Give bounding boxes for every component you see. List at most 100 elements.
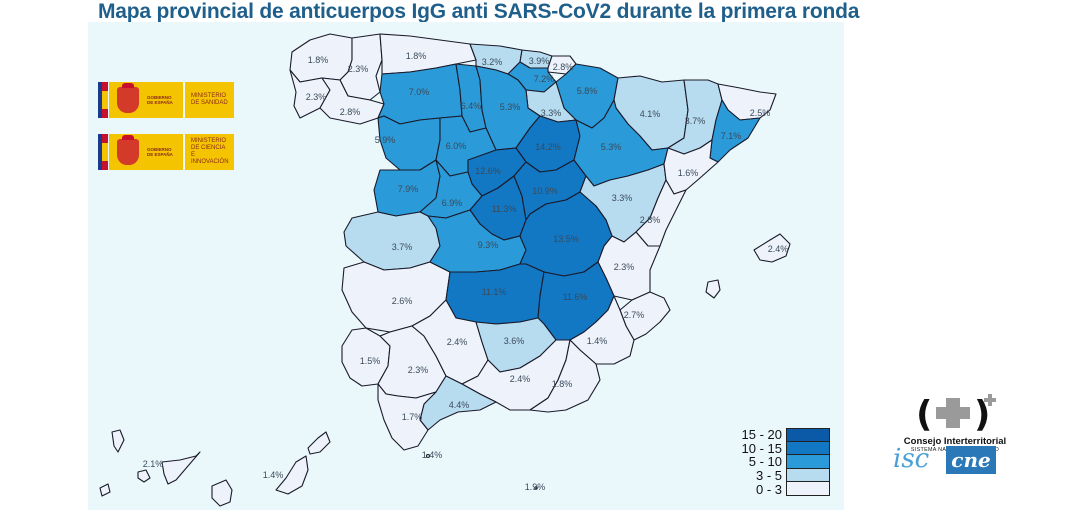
cross-in-parentheses-icon: ( ) [890, 392, 1020, 435]
svg-text:5.3%: 5.3% [500, 102, 521, 112]
svg-text:1.4%: 1.4% [422, 450, 443, 460]
province-cuenca[interactable] [519, 191, 613, 277]
spain-flag-icon [98, 134, 108, 170]
svg-text:2.8%: 2.8% [640, 215, 661, 225]
map-panel: 1.8% 2.3% 1.8% 3.2% 3.9% 2.8% 7.2% 5.8% … [88, 22, 844, 510]
svg-text:7.2%: 7.2% [534, 74, 555, 84]
svg-text:1.8%: 1.8% [308, 55, 329, 65]
svg-text:1.4%: 1.4% [587, 336, 608, 346]
legend-row: 3 - 5 [728, 468, 830, 484]
svg-text:7.0%: 7.0% [409, 87, 430, 97]
province-barcelona[interactable] [709, 99, 761, 163]
legend-swatch [786, 455, 830, 469]
svg-text:6.4%: 6.4% [461, 101, 482, 111]
svg-text:12.6%: 12.6% [475, 166, 501, 176]
svg-text:3.7%: 3.7% [685, 116, 706, 126]
svg-text:5.8%: 5.8% [577, 86, 598, 96]
svg-text:13.5%: 13.5% [553, 234, 579, 244]
legend-swatch [786, 468, 830, 483]
svg-text:1.8%: 1.8% [552, 379, 573, 389]
svg-text:3.2%: 3.2% [482, 57, 503, 67]
svg-text:(: ( [916, 394, 932, 432]
legend-row: 10 - 15 [728, 441, 830, 456]
logo-ministerio-sanidad: GOBIERNO DE ESPAÑA MINISTERIO DE SANIDAD [98, 82, 234, 118]
legend-label: 5 - 10 [748, 454, 782, 470]
svg-text:1.8%: 1.8% [406, 51, 427, 61]
svg-text:6.9%: 6.9% [442, 198, 463, 208]
svg-text:2.8%: 2.8% [340, 107, 361, 117]
svg-text:): ) [974, 394, 990, 432]
spain-map: 1.8% 2.3% 1.8% 3.2% 3.9% 2.8% 7.2% 5.8% … [99, 33, 791, 507]
svg-text:11.3%: 11.3% [492, 204, 517, 214]
province-ceuta[interactable] [425, 453, 431, 459]
svg-text:9.3%: 9.3% [478, 240, 499, 250]
svg-text:3.3%: 3.3% [612, 193, 633, 203]
svg-text:6.0%: 6.0% [446, 141, 467, 151]
svg-text:2.3%: 2.3% [614, 262, 635, 272]
svg-text:3.7%: 3.7% [392, 242, 413, 252]
svg-text:14.2%: 14.2% [535, 142, 561, 152]
island-tenerife[interactable] [161, 451, 201, 485]
province-cadiz[interactable] [377, 383, 437, 451]
svg-text:1.7%: 1.7% [402, 412, 423, 422]
svg-text:1.9%: 1.9% [525, 482, 546, 492]
svg-text:5.9%: 5.9% [375, 135, 396, 145]
province-ibiza[interactable] [705, 279, 721, 299]
logo-isciii: isc [893, 444, 930, 474]
svg-text:2.8%: 2.8% [553, 62, 574, 72]
island-hierro[interactable] [99, 483, 111, 497]
svg-text:2.3%: 2.3% [306, 92, 327, 102]
island-gran-canaria[interactable] [211, 479, 233, 507]
gobierno-espana-block: GOBIERNO DE ESPAÑA [109, 82, 183, 118]
svg-text:1.4%: 1.4% [263, 470, 284, 480]
island-la-palma[interactable] [111, 429, 125, 453]
ministerio-block: MINISTERIO DE SANIDAD [185, 82, 234, 118]
island-lanzarote[interactable] [307, 431, 331, 455]
logo-ministerio-ciencia: GOBIERNO DE ESPAÑA MINISTERIO DE CIENCIA… [98, 134, 234, 170]
svg-text:7.9%: 7.9% [398, 184, 419, 194]
svg-text:11.1%: 11.1% [482, 287, 507, 297]
legend-row: 15 - 20 [728, 427, 830, 443]
province-tarragona[interactable] [663, 139, 719, 195]
svg-text:2.7%: 2.7% [624, 310, 645, 320]
svg-text:7.1%: 7.1% [721, 131, 742, 141]
svg-text:2.1%: 2.1% [143, 459, 164, 469]
svg-text:2.3%: 2.3% [348, 64, 369, 74]
legend-row: 0 - 3 [728, 482, 830, 496]
coat-of-arms-icon [117, 83, 139, 113]
map-legend: 15 - 20 10 - 15 5 - 10 3 - 5 0 - 3 [728, 427, 830, 496]
spain-flag-icon [98, 82, 108, 118]
map-title: Mapa provincial de anticuerpos IgG anti … [98, 0, 860, 23]
province-caceres[interactable] [343, 211, 441, 271]
svg-text:2.3%: 2.3% [408, 365, 429, 375]
cit-name: Consejo Interterritorial [903, 436, 1007, 447]
legend-swatch [786, 427, 830, 443]
svg-text:1.6%: 1.6% [678, 168, 699, 178]
ministerio-label: MINISTERIO DE SANIDAD [191, 93, 228, 106]
svg-text:2.6%: 2.6% [392, 296, 413, 306]
ministerio-block: MINISTERIO DE CIENCIA E INNOVACIÓN [185, 134, 234, 170]
svg-text:1.5%: 1.5% [360, 356, 381, 366]
province-mallorca[interactable] [753, 233, 791, 263]
legend-swatch [786, 482, 830, 496]
svg-text:3.9%: 3.9% [529, 56, 550, 66]
island-fuerteventura[interactable] [275, 455, 309, 495]
province-labels: 1.8% 2.3% 1.8% 3.2% 3.9% 2.8% 7.2% 5.8% … [143, 51, 789, 492]
legend-label: 3 - 5 [755, 468, 782, 484]
svg-text:4.1%: 4.1% [640, 109, 661, 119]
island-gomera[interactable] [137, 469, 151, 483]
svg-text:11.6%: 11.6% [563, 292, 588, 302]
ministerio-label: MINISTERIO DE CIENCIA E INNOVACIÓN [191, 138, 229, 165]
legend-label: 0 - 3 [755, 481, 782, 497]
svg-text:10.9%: 10.9% [532, 186, 558, 196]
province-almeria[interactable] [529, 339, 601, 413]
legend-row: 5 - 10 [728, 455, 830, 469]
svg-text:5.3%: 5.3% [601, 142, 622, 152]
legend-swatch [786, 441, 830, 456]
svg-text:2.4%: 2.4% [447, 337, 468, 347]
svg-text:3.6%: 3.6% [504, 336, 525, 346]
svg-text:2.5%: 2.5% [750, 108, 771, 118]
svg-text:4.4%: 4.4% [449, 400, 470, 410]
logo-cne: cne [946, 446, 996, 474]
province-melilla[interactable] [534, 486, 538, 490]
